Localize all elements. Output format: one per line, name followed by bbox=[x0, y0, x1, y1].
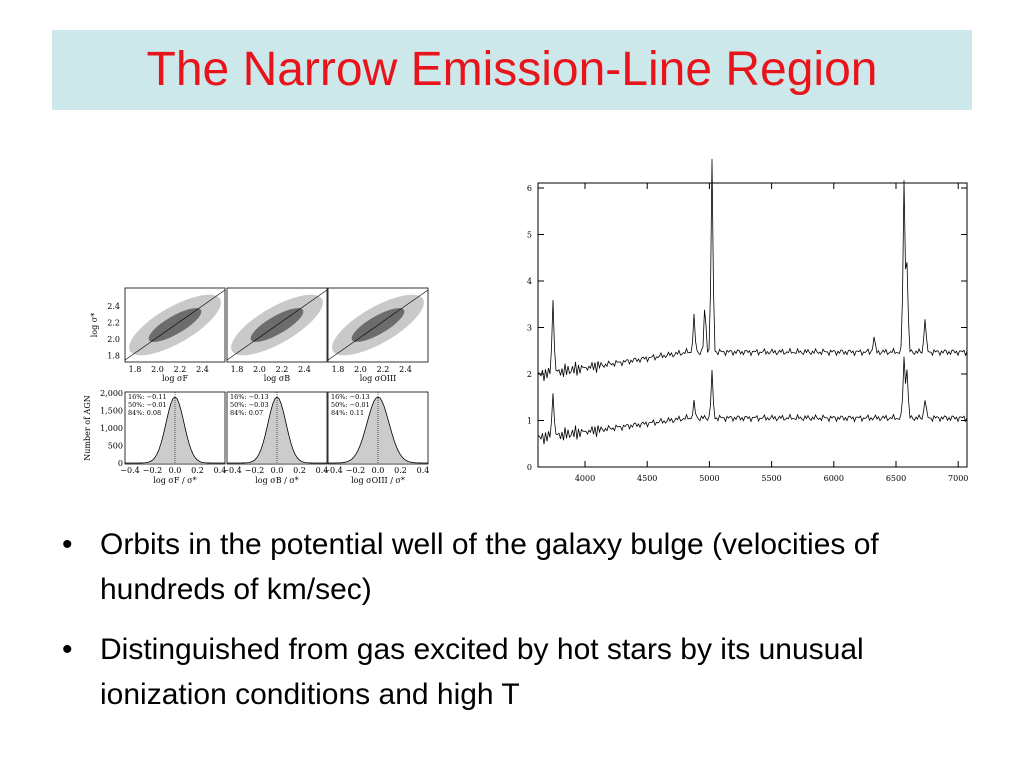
y-tick-label: 1.8 bbox=[107, 352, 120, 361]
bullet-text: Orbits in the potential well of the gala… bbox=[100, 528, 879, 606]
x-tick-label: 1.8 bbox=[332, 365, 345, 374]
x-tick-label: 2.0 bbox=[354, 365, 367, 374]
x-tick-label: 6500 bbox=[886, 474, 906, 483]
x-tick-label: 2.4 bbox=[298, 365, 311, 374]
x-tick-label: −0.4 bbox=[323, 466, 342, 475]
y-tick-label: 500 bbox=[108, 442, 123, 451]
x-tick-label: −0.2 bbox=[245, 466, 264, 475]
y-tick-label: 2.0 bbox=[107, 335, 120, 344]
x-tick-label: 6000 bbox=[824, 474, 844, 483]
x-tick-label: 7000 bbox=[948, 474, 968, 483]
stat-label: 84%: 0.07 bbox=[230, 409, 263, 417]
x-tick-label: 4500 bbox=[637, 474, 657, 483]
x-tick-label: 4000 bbox=[575, 474, 595, 483]
x-tick-label: −0.2 bbox=[346, 466, 365, 475]
stat-label: 84%: 0.11 bbox=[331, 409, 364, 417]
y-tick-label: 3 bbox=[527, 324, 532, 333]
x-tick-label: 0.4 bbox=[316, 466, 329, 475]
x-tick-label: 2.2 bbox=[377, 365, 390, 374]
x-axis-label: log σF bbox=[162, 374, 189, 383]
x-tick-label: 5500 bbox=[761, 474, 781, 483]
x-tick-label: −0.4 bbox=[222, 466, 241, 475]
y-tick-label: 2.4 bbox=[107, 302, 120, 311]
x-tick-label: −0.2 bbox=[143, 466, 162, 475]
title: The Narrow Emission-Line Region bbox=[146, 43, 878, 96]
x-tick-label: 0.0 bbox=[372, 466, 385, 475]
y-tick-label: 1,000 bbox=[100, 424, 123, 433]
stat-label: 84%: 0.08 bbox=[128, 409, 161, 417]
y-tick-label: 0 bbox=[118, 459, 123, 468]
bullet-text: Distinguished from gas excited by hot st… bbox=[100, 633, 864, 711]
stat-label: 50%: −0.03 bbox=[230, 401, 269, 409]
figures: log σ* Number of AGN 2.4 2.2 2.0 1.8 2,000 1,50… bbox=[83, 158, 968, 485]
x-axis-label: log σOIII bbox=[360, 374, 397, 383]
x-tick-label: 0.0 bbox=[271, 466, 284, 475]
stat-label: 50%: −0.01 bbox=[331, 401, 370, 409]
y-axis-label: log σ* bbox=[90, 313, 99, 338]
x-tick-label: 2.0 bbox=[151, 365, 164, 374]
y-tick-label: 6 bbox=[527, 184, 532, 193]
bullet: • Orbits in the potential well of the gal… bbox=[62, 522, 942, 612]
stat-label: 16%: −0.11 bbox=[128, 393, 167, 401]
x-tick-label: 2.0 bbox=[253, 365, 266, 374]
x-tick-label: 0.2 bbox=[293, 466, 306, 475]
stat-label: 16%: −0.13 bbox=[230, 393, 269, 401]
spectrum-line bbox=[537, 356, 968, 445]
x-tick-label: 5000 bbox=[699, 474, 719, 483]
x-tick-label: 0.4 bbox=[214, 466, 227, 475]
x-tick-label: 2.2 bbox=[174, 365, 187, 374]
y-tick-label: 4 bbox=[527, 277, 532, 286]
y-tick-label: 2,000 bbox=[100, 389, 123, 398]
y-tick-label: 1 bbox=[527, 417, 532, 426]
y-tick-label: 2 bbox=[527, 370, 532, 379]
x-tick-label: 0.2 bbox=[394, 466, 407, 475]
x-axis-label: log σB bbox=[264, 374, 291, 383]
y-tick-label: 5 bbox=[527, 231, 532, 240]
x-tick-label: 0.2 bbox=[191, 466, 204, 475]
y-tick-label: 1,500 bbox=[100, 407, 123, 416]
diagonal bbox=[226, 289, 328, 361]
x-tick-label: 1.8 bbox=[129, 365, 142, 374]
diagonal bbox=[124, 289, 226, 361]
x-tick-label: 0.4 bbox=[417, 466, 430, 475]
y-tick-label: 2.2 bbox=[107, 319, 120, 328]
x-tick-label: 2.4 bbox=[196, 365, 209, 374]
x-axis-label: log σOIII / σ* bbox=[351, 476, 405, 485]
spectrum-frame bbox=[537, 182, 968, 468]
x-tick-label: 1.8 bbox=[231, 365, 244, 374]
title-box: The Narrow Emission-Line Region bbox=[52, 30, 972, 110]
x-tick-label: 2.4 bbox=[399, 365, 412, 374]
spectrum-line bbox=[537, 158, 968, 382]
x-axis-label: log σF / σ* bbox=[153, 476, 196, 485]
diagonal bbox=[327, 289, 429, 361]
y-axis-label: Number of AGN bbox=[83, 395, 92, 460]
x-tick-label: 2.2 bbox=[276, 365, 289, 374]
bullet: • Distinguished from gas excited by hot s… bbox=[62, 627, 942, 717]
x-axis-label: log σB / σ* bbox=[255, 476, 299, 485]
y-tick-label: 0 bbox=[527, 463, 532, 472]
x-tick-label: −0.4 bbox=[120, 466, 139, 475]
histogram-curve bbox=[327, 396, 429, 464]
stat-label: 16%: −0.13 bbox=[331, 393, 370, 401]
x-tick-label: 0.0 bbox=[169, 466, 182, 475]
stat-label: 50%: −0.01 bbox=[128, 401, 167, 409]
